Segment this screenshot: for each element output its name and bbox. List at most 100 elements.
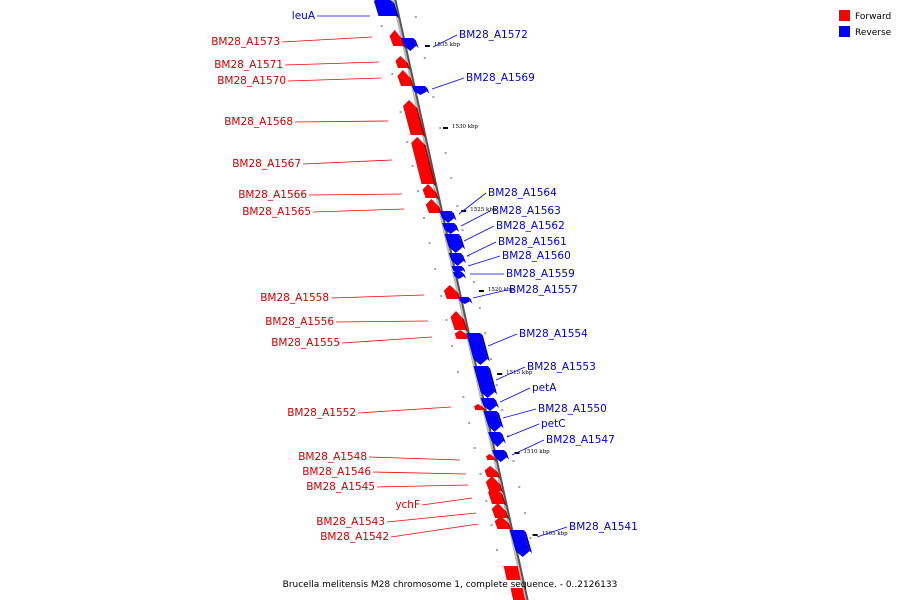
gene-label-BM28_A1547[interactable]: BM28_A1547	[546, 434, 615, 446]
gene-label-BM28_A1545[interactable]: BM28_A1545	[306, 481, 375, 493]
gene-arrow-body	[403, 100, 423, 135]
gene-label-BM28_A1568[interactable]: BM28_A1568	[224, 116, 293, 128]
gene-label-BM28_A1557[interactable]: BM28_A1557	[509, 284, 578, 296]
gene-label-BM28_A1553[interactable]: BM28_A1553	[527, 361, 596, 373]
gene-label-petA[interactable]: petA	[532, 382, 557, 394]
gene-label-BM28_A1543[interactable]: BM28_A1543	[316, 516, 385, 528]
gene-arrow-BM28_A1564[interactable]	[439, 211, 457, 223]
gene-arrow-BM28_A1569[interactable]	[411, 86, 430, 95]
gene-label-BM28_A1567[interactable]: BM28_A1567	[232, 158, 301, 170]
gene-arrow-ychF[interactable]	[488, 486, 507, 507]
gene-arrow-BM28_A1543[interactable]	[491, 503, 510, 521]
gene-arrow-BM28_A1561[interactable]	[448, 253, 467, 266]
gene-leader-line	[312, 208, 405, 213]
gene-label-BM28_A1566[interactable]: BM28_A1566	[238, 189, 307, 201]
gene-label-ychF[interactable]: ychF	[395, 499, 420, 511]
gene-arrow-petA[interactable]	[480, 398, 500, 411]
gene-label-BM28_A1548[interactable]: BM28_A1548	[298, 451, 367, 463]
gene-label-BM28_A1550[interactable]: BM28_A1550	[538, 403, 607, 415]
gene-arrow-shade	[423, 143, 437, 187]
gene-arrow-body	[509, 530, 530, 557]
gene-label-BM28_A1546[interactable]: BM28_A1546	[302, 466, 371, 478]
gene-label-BM28_A1554[interactable]: BM28_A1554	[519, 328, 588, 340]
legend-reverse-swatch	[839, 26, 850, 37]
gene-arrow-BM28_A1572[interactable]	[401, 38, 419, 51]
gene-label-BM28_A1570[interactable]: BM28_A1570	[217, 75, 286, 87]
gene-leader-line	[294, 120, 389, 123]
gene-arrow-BM28_A1553[interactable]	[473, 366, 498, 398]
gene-arrow-BM28_A1568[interactable]	[403, 100, 426, 138]
gene-arrow-BM28_A1560[interactable]	[451, 266, 466, 273]
gene-label-BM28_A1572[interactable]: BM28_A1572	[459, 29, 528, 41]
gene-label-BM28_A1571[interactable]: BM28_A1571	[214, 59, 283, 71]
gene-label-BM28_A1556[interactable]: BM28_A1556	[265, 316, 334, 328]
gene-arrow-BM28_A1554[interactable]	[466, 333, 490, 365]
gene-arrow-BM28_A1566[interactable]	[422, 184, 440, 201]
gene-arrow-petC[interactable]	[488, 432, 506, 447]
kbp-label: 1520 kbp	[488, 287, 515, 293]
kbp-label: 1530 kbp	[452, 124, 479, 130]
gene-label-BM28_A1565[interactable]: BM28_A1565	[242, 206, 311, 218]
gene-arrow-body	[503, 566, 521, 580]
gene-arrow-BM28_A1567[interactable]	[411, 137, 437, 187]
gene-arrow-body	[492, 450, 507, 462]
gene-arrow-BM28_A1542[interactable]	[494, 516, 512, 532]
gene-arrow-BM28_A1541[interactable]	[509, 530, 533, 557]
gene-label-BM28_A1541[interactable]: BM28_A1541	[569, 521, 638, 533]
gene-arrow-BM28_A1563[interactable]	[442, 223, 460, 234]
gene-arrow-shade	[500, 492, 507, 507]
gene-arrow-body	[488, 486, 504, 504]
gene-arrow-body	[488, 432, 504, 447]
gene-label-BM28_A1561[interactable]: BM28_A1561	[498, 236, 567, 248]
map-caption: Brucella melitensis M28 chromosome 1, co…	[283, 580, 618, 590]
gene-leader-line	[467, 255, 501, 267]
gene-arrow-BM28_A1550[interactable]	[483, 411, 504, 432]
gene-label-BM28_A1563[interactable]: BM28_A1563	[492, 205, 561, 217]
gene-arrow-BM28_A1562[interactable]	[444, 234, 466, 253]
kbp-label: 1525 kbp	[470, 207, 497, 213]
gene-arrow-BM28_A1557[interactable]	[458, 297, 473, 304]
gene-arrow-body	[444, 234, 463, 253]
gene-arrow-BM28_A1545[interactable]	[485, 476, 504, 494]
gene-arrow-shade	[481, 406, 486, 413]
gene-arrow-BM28_A1548[interactable]	[485, 454, 497, 463]
gene-leader-line	[466, 241, 497, 257]
gene-arrow-shade	[461, 272, 466, 279]
gene-arrow-body	[395, 56, 408, 68]
gene-arrow-BM28_A1552[interactable]	[473, 404, 486, 413]
gene-arrow-BM28_A1556[interactable]	[450, 311, 469, 333]
gene-label-leuA[interactable]: leuA	[292, 10, 316, 22]
gene-arrow-BM28_A1571[interactable]	[395, 56, 411, 71]
gene-label-BM28_A1559[interactable]: BM28_A1559	[506, 268, 575, 280]
gene-leader-line	[472, 289, 508, 299]
gene-label-BM28_A1562[interactable]: BM28_A1562	[496, 220, 565, 232]
gene-leader-line	[335, 320, 429, 323]
gene-label-petC[interactable]: petC	[541, 418, 566, 430]
gene-arrow-BM28_A1547[interactable]	[492, 450, 510, 462]
gene-leader-line	[281, 36, 373, 43]
tick-marks	[375, 3, 532, 551]
gene-label-BM28_A1573[interactable]: BM28_A1573	[211, 36, 280, 48]
gene-arrow-shade	[468, 297, 473, 304]
gene-label-BM28_A1542[interactable]: BM28_A1542	[320, 531, 389, 543]
legend-forward-label: Forward	[855, 12, 891, 22]
gene-arrow-body	[389, 30, 404, 46]
gene-arrow-body	[473, 404, 484, 410]
gene-arrow-shade	[391, 1, 400, 19]
gene-arrow-BM28_A1546[interactable]	[484, 466, 501, 480]
gene-arrow-BM28_A1559[interactable]	[452, 272, 466, 279]
gene-arrow-leuA[interactable]	[373, 0, 400, 19]
gene-label-BM28_A1552[interactable]: BM28_A1552	[287, 407, 356, 419]
gene-label-BM28_A1564[interactable]: BM28_A1564	[488, 187, 557, 199]
gene-leader-line	[502, 408, 537, 419]
gene-arrow-partial	[503, 566, 526, 600]
gene-label-BM28_A1560[interactable]: BM28_A1560	[502, 250, 571, 262]
gene-arrow-body	[401, 38, 417, 51]
gene-label-BM28_A1558[interactable]: BM28_A1558	[260, 292, 329, 304]
gene-label-BM28_A1569[interactable]: BM28_A1569	[466, 72, 535, 84]
legend: Forward Reverse	[839, 10, 892, 38]
gene-label-BM28_A1555[interactable]: BM28_A1555	[271, 337, 340, 349]
gene-leader-line	[372, 471, 467, 475]
gene-arrow-shade	[451, 211, 457, 221]
gene-arrow-BM28_A1570[interactable]	[397, 70, 415, 89]
